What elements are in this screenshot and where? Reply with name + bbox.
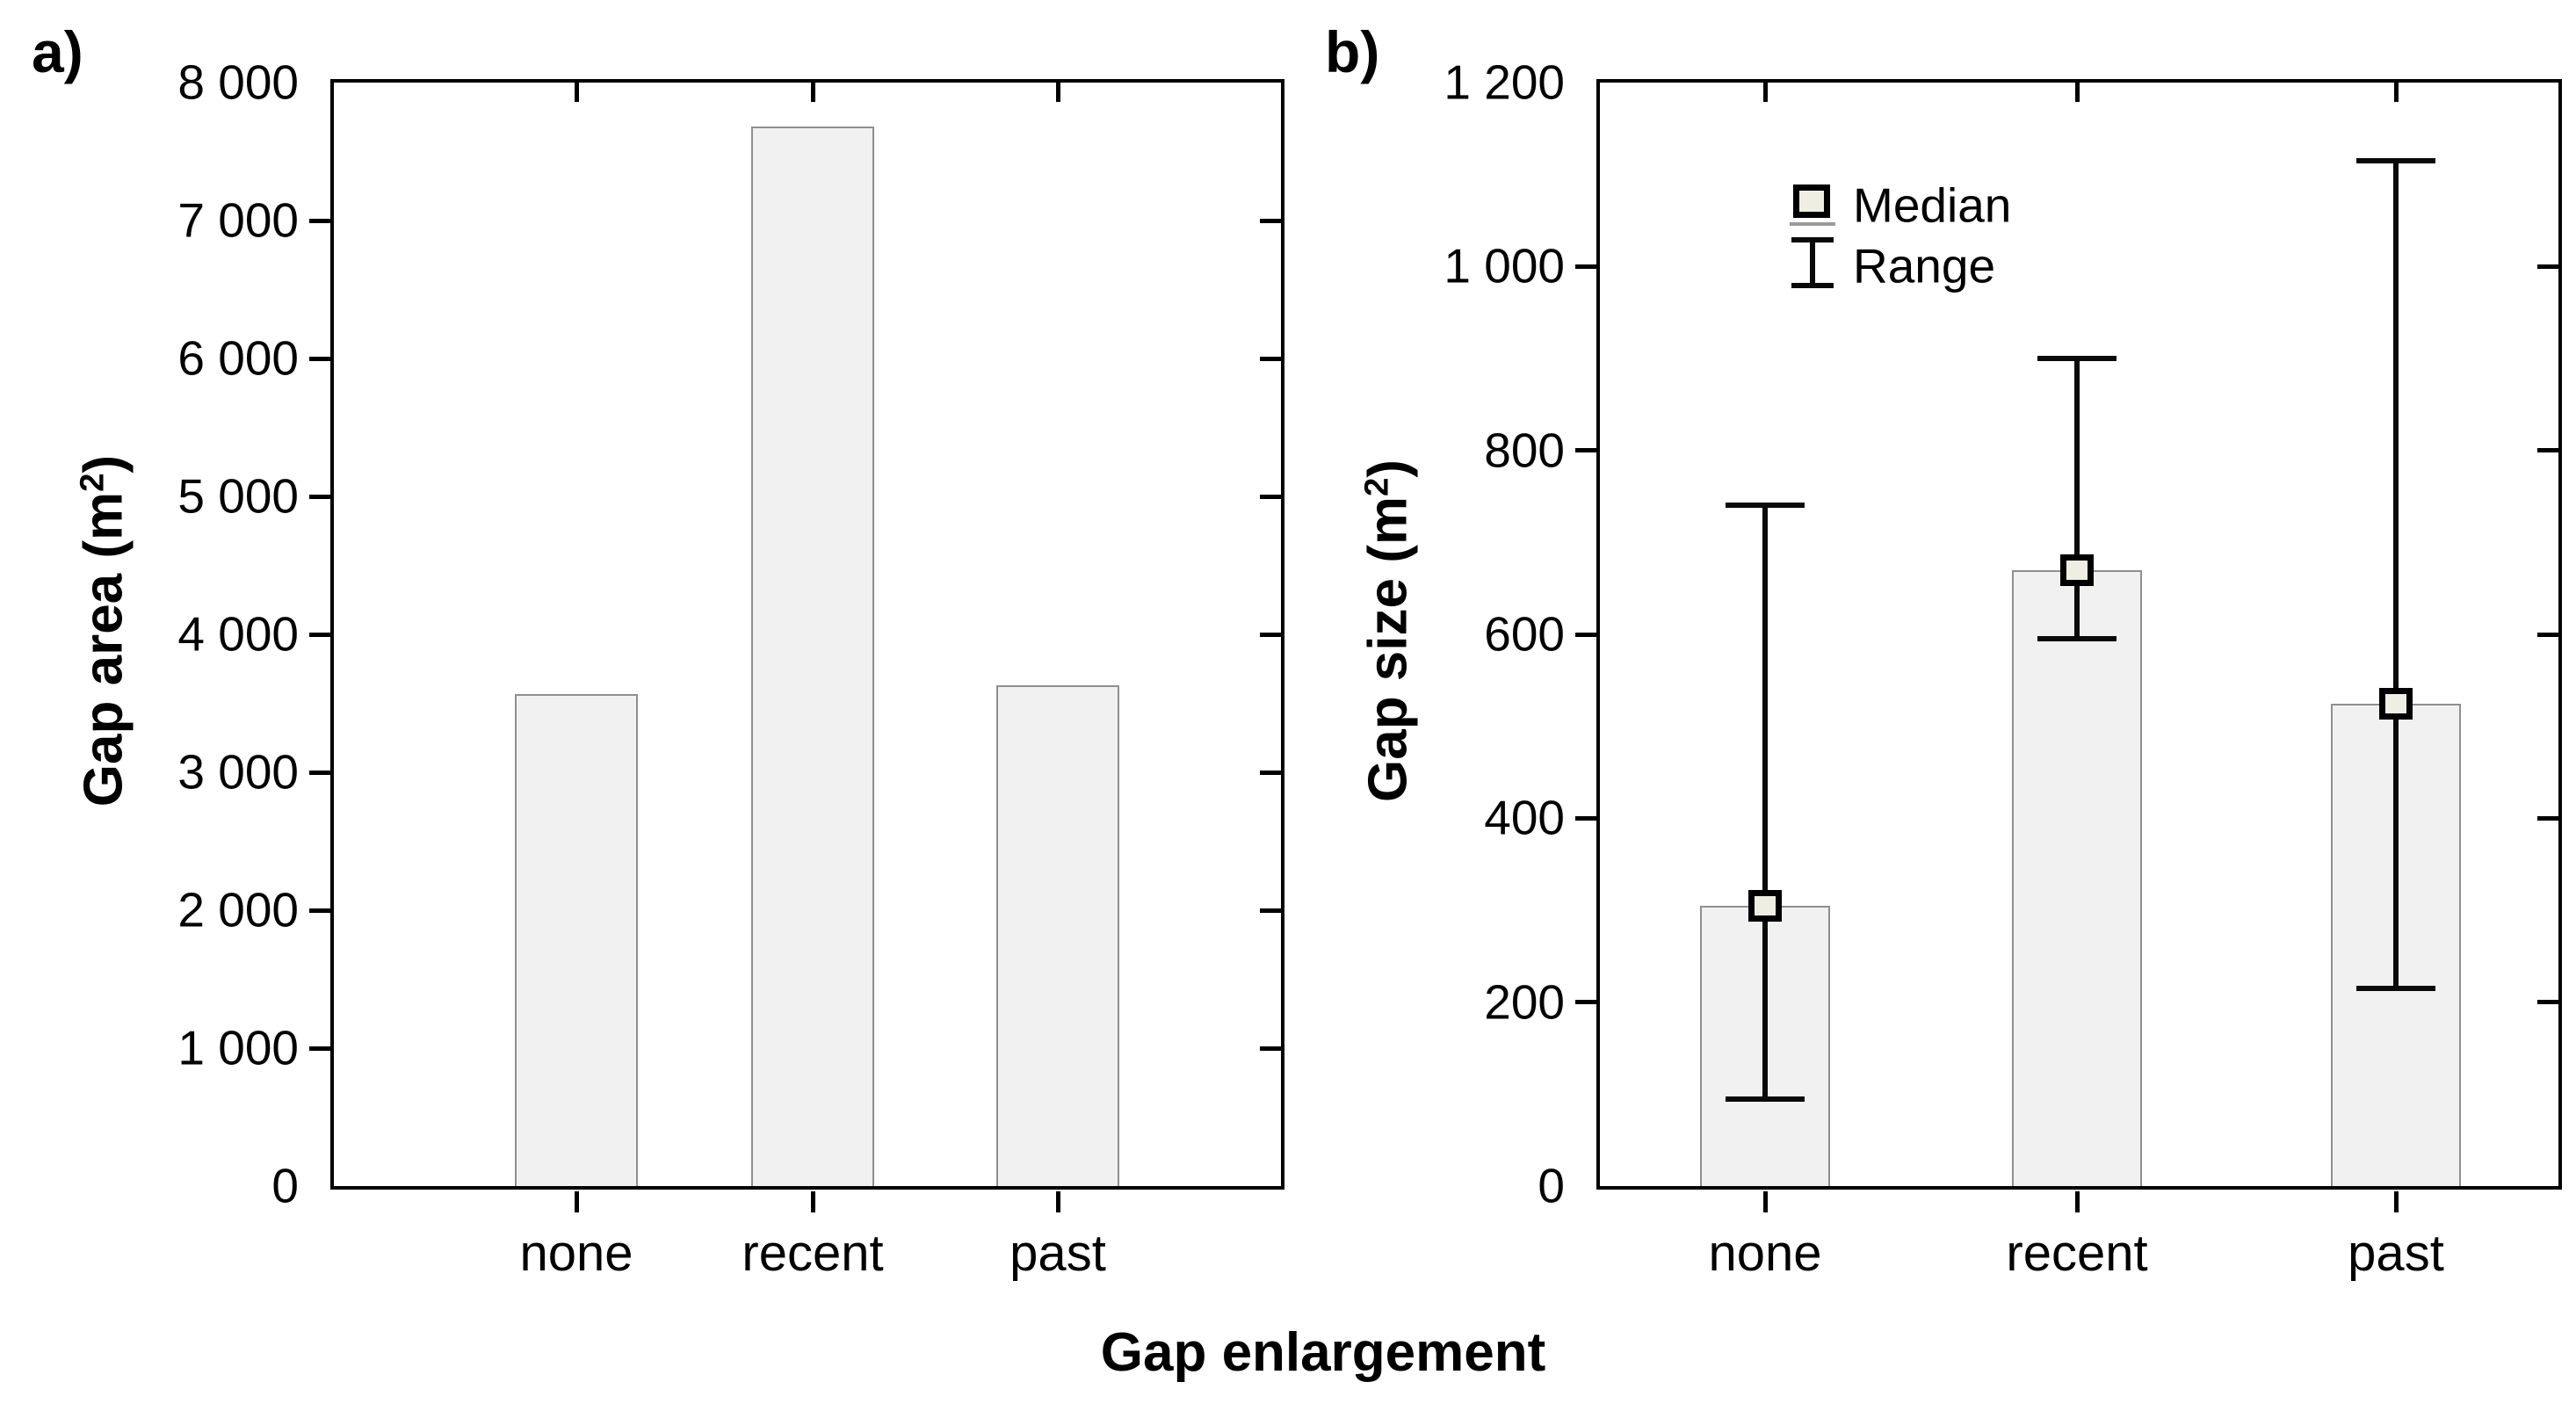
y-tick-label: 800	[1484, 423, 1565, 478]
x-tick-label-none: none	[1708, 1225, 1822, 1282]
legend-median-label: Median	[1853, 177, 2012, 233]
median-marker-icon	[1793, 185, 1830, 218]
median-bar-edge-icon	[1790, 222, 1835, 226]
y-tick-label: 1 000	[1444, 238, 1565, 293]
y-axis-tick	[1575, 632, 1596, 637]
range-max-cap-none	[1726, 503, 1805, 509]
range-min-cap-none	[1726, 1096, 1805, 1102]
panel-a-letter: a)	[32, 19, 83, 84]
x-tick-label-recent: recent	[2006, 1225, 2148, 1282]
range-whisker-none	[1762, 505, 1768, 1099]
y-tick-label: 400	[1484, 790, 1565, 845]
x-axis-tick	[1762, 1191, 1768, 1212]
y-tick-label: 4 000	[177, 606, 299, 662]
y-title-b-superscript: 2	[1357, 477, 1396, 497]
y-tick-label: 8 000	[177, 54, 299, 110]
y-tick-label: 1 000	[177, 1020, 299, 1075]
y-axis-tick	[1575, 1000, 1596, 1005]
legend-item-range: Range	[1791, 235, 2090, 293]
range-whisker-recent	[2074, 358, 2080, 640]
x-axis-tick	[1055, 1191, 1060, 1212]
y-axis-tick-mirror	[1260, 1046, 1281, 1051]
range-max-cap-recent	[2037, 356, 2117, 361]
x-axis-tick-mirror	[2074, 83, 2080, 102]
range-min-cap-recent	[2037, 636, 2117, 642]
median-marker-recent	[2060, 554, 2094, 586]
range-whisker-top-cap-icon	[1791, 237, 1834, 242]
x-axis-tick-mirror	[810, 83, 815, 102]
median-marker-past	[2379, 687, 2413, 720]
y-axis-tick	[309, 770, 330, 775]
range-max-cap-past	[2356, 157, 2435, 163]
bar-recent	[2012, 569, 2142, 1186]
y-tick-label: 0	[271, 1158, 299, 1213]
x-axis-tick-mirror	[1762, 83, 1768, 102]
y-tick-label: 600	[1484, 606, 1565, 662]
x-axis-tick	[574, 1191, 579, 1212]
bar-none	[515, 693, 638, 1186]
y-axis-tick-mirror	[1260, 908, 1281, 913]
x-tick-label-past: past	[2348, 1225, 2444, 1282]
panel-a-plot-area	[309, 79, 1284, 1212]
legend-range-label: Range	[1853, 238, 1996, 293]
x-axis-tick-mirror	[2393, 83, 2399, 102]
y-axis-tick	[309, 218, 330, 223]
legend-item-median: Median	[1790, 177, 2090, 233]
y-axis-tick-mirror	[1260, 770, 1281, 775]
y-tick-label: 7 000	[177, 192, 299, 248]
x-tick-label-recent: recent	[742, 1225, 884, 1282]
x-tick-label-past: past	[1009, 1225, 1106, 1282]
y-axis-tick	[309, 1046, 330, 1051]
median-marker-none	[1748, 889, 1782, 922]
y-axis-tick	[309, 632, 330, 637]
range-min-cap-past	[2356, 985, 2435, 991]
y-title-a-close: )	[73, 454, 134, 474]
range-whisker-past	[2393, 160, 2399, 988]
y-axis-tick-mirror	[2537, 448, 2558, 453]
y-tick-label: 1 200	[1444, 54, 1565, 110]
panel-b-plot-area: Median Range	[1575, 79, 2562, 1212]
y-tick-label: 2 000	[177, 882, 299, 937]
y-tick-label: 200	[1484, 974, 1565, 1030]
x-axis-tick	[810, 1191, 815, 1212]
y-tick-label: 5 000	[177, 468, 299, 524]
y-tick-label: 6 000	[177, 330, 299, 386]
y-axis-tick	[1575, 264, 1596, 269]
y-axis-tick	[1575, 448, 1596, 453]
y-axis-tick-mirror	[1260, 632, 1281, 637]
x-axis-tick-mirror	[574, 83, 579, 102]
y-axis-tick-mirror	[2537, 264, 2558, 269]
y-axis-tick	[1575, 815, 1596, 821]
y-axis-tick-mirror	[1260, 494, 1281, 499]
x-axis-title: Gap enlargement	[1100, 1322, 1546, 1383]
x-axis-tick-mirror	[1055, 83, 1060, 102]
y-axis-tick	[309, 494, 330, 499]
y-axis-tick-mirror	[1260, 218, 1281, 223]
range-whisker-icon	[1810, 239, 1815, 285]
y-axis-tick-mirror	[2537, 632, 2558, 637]
y-tick-label: 0	[1538, 1158, 1565, 1213]
y-axis-tick-mirror	[2537, 815, 2558, 821]
bar-past	[996, 685, 1119, 1186]
y-axis-tick	[309, 908, 330, 913]
x-axis-tick	[2393, 1191, 2399, 1212]
x-tick-label-none: none	[519, 1225, 633, 1282]
x-axis-tick	[2074, 1191, 2080, 1212]
y-axis-tick-mirror	[2537, 1000, 2558, 1005]
range-whisker-bottom-cap-icon	[1791, 283, 1834, 288]
bar-recent	[751, 127, 874, 1186]
y-tick-label: 3 000	[177, 744, 299, 800]
y-axis-tick-mirror	[1260, 356, 1281, 361]
y-axis-tick	[309, 356, 330, 361]
panel-b-letter: b)	[1325, 19, 1380, 84]
